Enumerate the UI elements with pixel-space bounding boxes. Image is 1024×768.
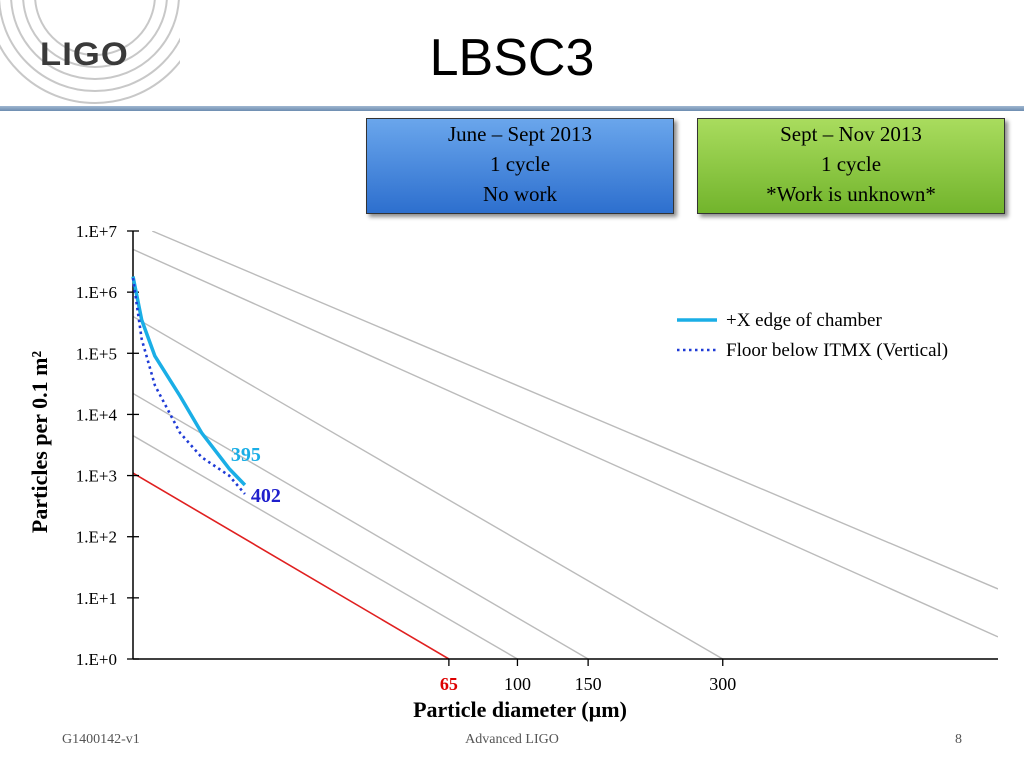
period-box-line: 1 cycle xyxy=(489,152,551,176)
y-tick-label: 1.E+6 xyxy=(76,283,117,302)
series-line xyxy=(131,277,246,495)
y-tick-label: 1.E+7 xyxy=(76,222,118,241)
series-end-label: 395 xyxy=(231,444,261,466)
page-number: 8 xyxy=(955,732,962,747)
footer-title: Advanced LIGO xyxy=(465,732,559,747)
reference-line xyxy=(133,472,450,659)
slide-title: LBSC3 xyxy=(429,29,595,87)
period-box-june-sept: June – Sept 2013 1 cycle No work xyxy=(366,118,674,214)
ligo-logo: LIGO xyxy=(40,36,129,72)
series-end-label: 402 xyxy=(251,485,281,507)
reference-line xyxy=(133,315,724,659)
period-box-line: June – Sept 2013 xyxy=(447,122,593,146)
reference-line xyxy=(133,392,589,659)
period-box-line: *Work is unknown* xyxy=(766,182,936,206)
reference-line xyxy=(151,231,998,590)
x-tick-label: 100 xyxy=(504,674,531,694)
reference-line xyxy=(133,248,998,638)
title-divider xyxy=(0,106,1024,111)
period-box-line: 1 cycle xyxy=(820,152,882,176)
y-tick-label: 1.E+0 xyxy=(76,650,117,669)
y-tick-label: 1.E+2 xyxy=(76,528,117,547)
y-tick-label: 1.E+4 xyxy=(76,405,118,424)
legend-entry: Floor below ITMX (Vertical) xyxy=(726,340,948,361)
period-box-line: No work xyxy=(482,182,558,206)
x-tick-label: 300 xyxy=(709,674,736,694)
x-axis-label: Particle diameter (µm) xyxy=(413,697,627,722)
document-id: G1400142-v1 xyxy=(62,732,140,747)
y-tick-label: 1.E+1 xyxy=(76,589,117,608)
period-box-line: Sept – Nov 2013 xyxy=(780,122,922,146)
reference-line xyxy=(133,435,518,659)
y-tick-label: 1.E+3 xyxy=(76,467,117,486)
decorative-arcs xyxy=(0,0,180,104)
x-tick-label: 150 xyxy=(575,674,602,694)
y-tick-label: 1.E+5 xyxy=(76,344,117,363)
x-tick-label: 65 xyxy=(440,674,458,694)
series-line xyxy=(131,276,247,487)
period-box-sept-nov: Sept – Nov 2013 1 cycle *Work is unknown… xyxy=(697,118,1005,214)
y-axis-label: Particles per 0.1 m² xyxy=(27,350,52,534)
legend-entry: +X edge of chamber xyxy=(726,310,882,331)
